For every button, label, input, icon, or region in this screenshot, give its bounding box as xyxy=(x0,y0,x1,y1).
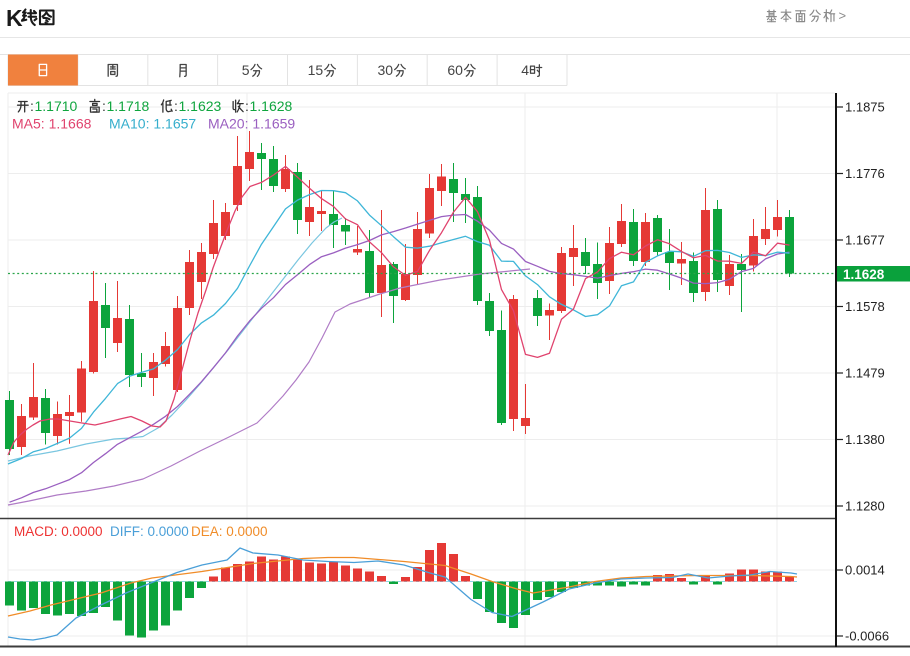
svg-text::: : xyxy=(30,98,34,114)
svg-text:1.1578: 1.1578 xyxy=(845,299,885,314)
svg-text:>: > xyxy=(839,8,847,23)
svg-text:1.1380: 1.1380 xyxy=(845,432,885,447)
svg-text:DIFF: 0.0000: DIFF: 0.0000 xyxy=(110,524,189,539)
svg-text:-0.0066: -0.0066 xyxy=(845,629,889,644)
svg-text:0.0014: 0.0014 xyxy=(845,563,885,578)
svg-text:MA10: 1.1657: MA10: 1.1657 xyxy=(109,116,196,132)
svg-text:DEA: 0.0000: DEA: 0.0000 xyxy=(191,524,268,539)
svg-text:1.1623: 1.1623 xyxy=(179,98,222,114)
svg-text::: : xyxy=(174,98,178,114)
svg-text:5: 5 xyxy=(242,62,250,78)
svg-text:1.1677: 1.1677 xyxy=(845,233,885,248)
svg-text:1.1280: 1.1280 xyxy=(845,499,885,514)
svg-text:4: 4 xyxy=(521,62,529,78)
svg-text:60: 60 xyxy=(447,62,463,78)
svg-text:MACD: 0.0000: MACD: 0.0000 xyxy=(14,524,103,539)
svg-text:K: K xyxy=(6,5,23,31)
svg-text:1.1718: 1.1718 xyxy=(107,98,150,114)
svg-text:15: 15 xyxy=(308,62,324,78)
svg-text:1.1628: 1.1628 xyxy=(843,267,885,282)
svg-text:30: 30 xyxy=(378,62,394,78)
svg-text::: : xyxy=(245,98,249,114)
svg-text:1.1628: 1.1628 xyxy=(250,98,293,114)
svg-text:MA20: 1.1659: MA20: 1.1659 xyxy=(208,116,295,132)
svg-text::: : xyxy=(102,98,106,114)
svg-text:1.1710: 1.1710 xyxy=(35,98,78,114)
svg-text:MA5: 1.1668: MA5: 1.1668 xyxy=(12,116,92,132)
svg-text:1.1875: 1.1875 xyxy=(845,100,885,115)
svg-text:1.1479: 1.1479 xyxy=(845,366,885,381)
svg-text:1.1776: 1.1776 xyxy=(845,166,885,181)
